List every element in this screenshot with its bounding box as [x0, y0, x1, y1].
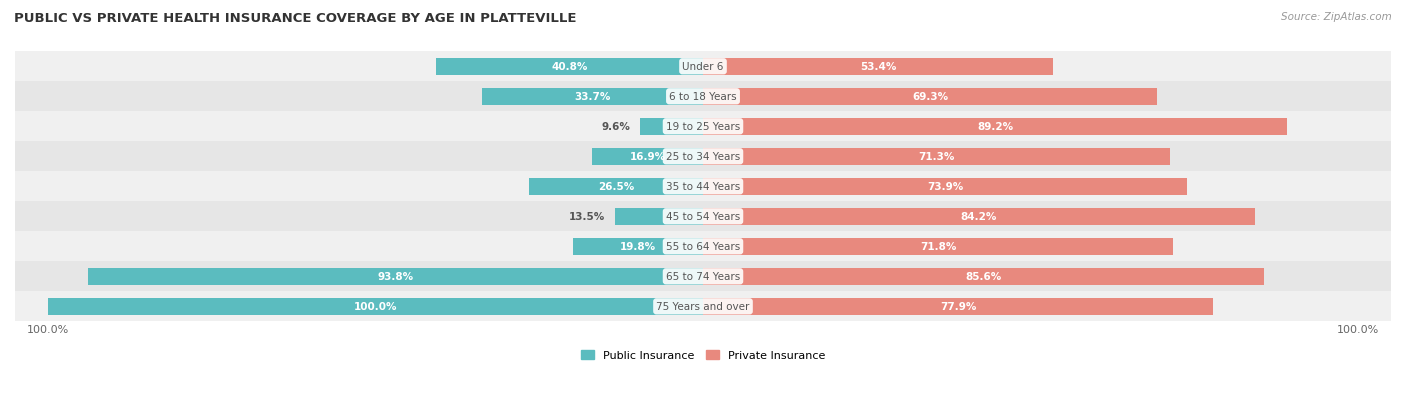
Bar [703, 238, 1174, 255]
Text: 71.8%: 71.8% [920, 242, 956, 252]
Text: 19 to 25 Years: 19 to 25 Years [666, 122, 740, 132]
Bar [592, 149, 703, 165]
Bar [89, 268, 703, 285]
Bar [15, 262, 1391, 292]
Text: 53.4%: 53.4% [859, 62, 896, 72]
Bar [574, 238, 703, 255]
Text: 89.2%: 89.2% [977, 122, 1014, 132]
Text: 45 to 54 Years: 45 to 54 Years [666, 212, 740, 222]
Bar [482, 89, 703, 105]
Text: 65 to 74 Years: 65 to 74 Years [666, 272, 740, 282]
Bar [614, 209, 703, 225]
Text: 55 to 64 Years: 55 to 64 Years [666, 242, 740, 252]
Text: 85.6%: 85.6% [966, 272, 1001, 282]
Bar [15, 142, 1391, 172]
Bar [703, 298, 1213, 315]
Bar [15, 232, 1391, 262]
Text: 40.8%: 40.8% [551, 62, 588, 72]
Text: PUBLIC VS PRIVATE HEALTH INSURANCE COVERAGE BY AGE IN PLATTEVILLE: PUBLIC VS PRIVATE HEALTH INSURANCE COVER… [14, 12, 576, 25]
Bar [703, 268, 1264, 285]
Text: 84.2%: 84.2% [960, 212, 997, 222]
Text: 93.8%: 93.8% [378, 272, 413, 282]
Text: 77.9%: 77.9% [941, 301, 976, 311]
Text: 25 to 34 Years: 25 to 34 Years [666, 152, 740, 162]
Bar [703, 89, 1157, 105]
Text: 71.3%: 71.3% [918, 152, 955, 162]
Bar [703, 209, 1254, 225]
Bar [703, 178, 1187, 195]
Bar [15, 292, 1391, 322]
Bar [15, 202, 1391, 232]
Text: 75 Years and over: 75 Years and over [657, 301, 749, 311]
Text: 6 to 18 Years: 6 to 18 Years [669, 92, 737, 102]
Text: Under 6: Under 6 [682, 62, 724, 72]
Bar [703, 59, 1053, 75]
Text: 13.5%: 13.5% [568, 212, 605, 222]
Text: 33.7%: 33.7% [575, 92, 610, 102]
Bar [436, 59, 703, 75]
Bar [48, 298, 703, 315]
Text: 16.9%: 16.9% [630, 152, 665, 162]
Legend: Public Insurance, Private Insurance: Public Insurance, Private Insurance [576, 345, 830, 365]
Text: 26.5%: 26.5% [598, 182, 634, 192]
Bar [703, 119, 1288, 135]
Text: 73.9%: 73.9% [927, 182, 963, 192]
Bar [530, 178, 703, 195]
Bar [15, 172, 1391, 202]
Bar [15, 52, 1391, 82]
Text: 9.6%: 9.6% [602, 122, 630, 132]
Text: 69.3%: 69.3% [912, 92, 948, 102]
Text: 100.0%: 100.0% [354, 301, 396, 311]
Text: 19.8%: 19.8% [620, 242, 657, 252]
Bar [640, 119, 703, 135]
Bar [15, 112, 1391, 142]
Text: 35 to 44 Years: 35 to 44 Years [666, 182, 740, 192]
Bar [15, 82, 1391, 112]
Bar [703, 149, 1170, 165]
Text: Source: ZipAtlas.com: Source: ZipAtlas.com [1281, 12, 1392, 22]
